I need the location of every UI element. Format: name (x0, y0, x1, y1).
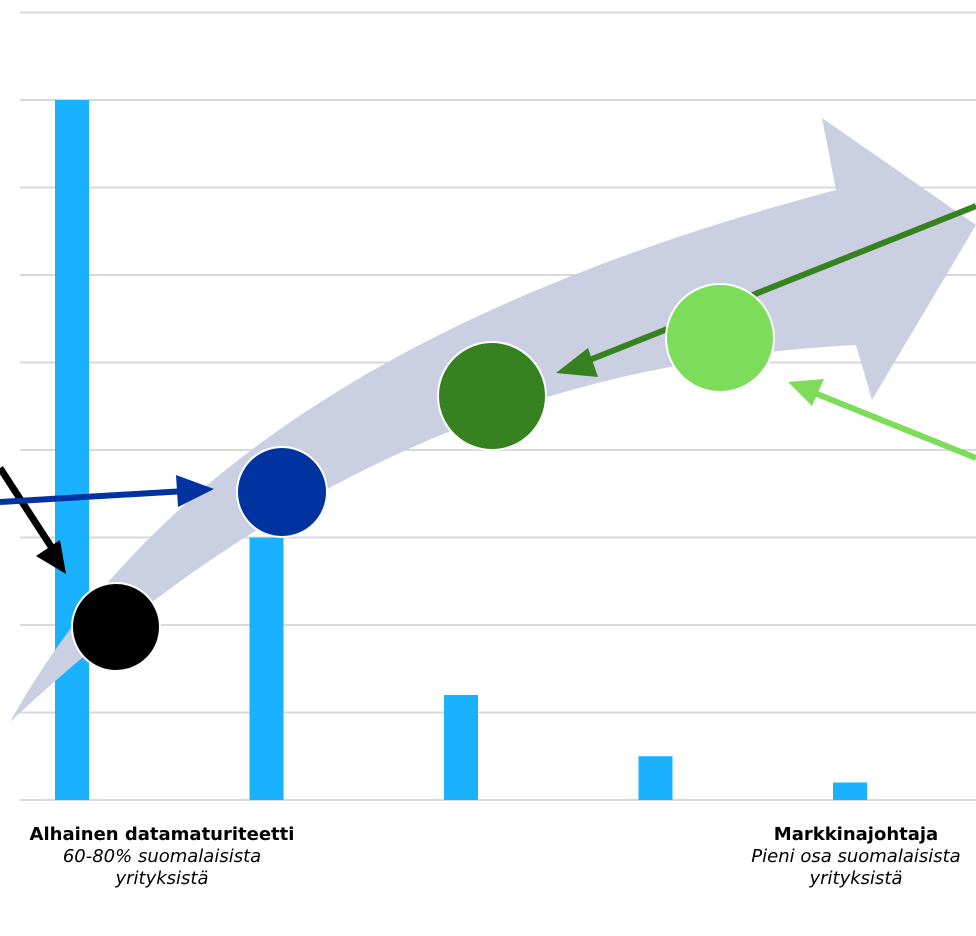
pointer-arrow-darkgreen (580, 203, 976, 366)
maturity-dot-black (71, 582, 161, 672)
category-label-title: Markkinajohtaja (773, 824, 939, 845)
pointer-arrowhead-lightgreen (788, 379, 824, 406)
maturity-dot-darkgreen (437, 341, 547, 451)
growth-arrow (10, 118, 976, 722)
maturity-dot-lightgreen (665, 283, 775, 393)
maturity-dot-darkblue (236, 446, 328, 538)
category-label-market-leader: Markkinajohtaja Pieni osa suomalaisista … (706, 824, 976, 890)
pointer-arrow-black (0, 466, 55, 550)
bar-1 (55, 100, 89, 800)
pointer-arrowhead-darkgreen (556, 348, 598, 377)
pointer-arrow-darkblue (0, 488, 187, 505)
bar-2 (249, 537, 284, 800)
bars (55, 100, 867, 800)
pointer-arrowhead-black (36, 540, 66, 574)
maturity-dots (71, 283, 775, 672)
category-label-subtitle: Pieni osa suomalaisista yrityksistä (751, 846, 961, 889)
bar-3 (444, 695, 478, 800)
bar-5 (833, 782, 867, 800)
category-label-title: Alhainen datamaturiteetti (29, 824, 295, 845)
bar-4 (638, 756, 673, 800)
category-label-low-maturity: Alhainen datamaturiteetti 60-80% suomala… (22, 824, 302, 890)
pointer-arrow-lightgreen (810, 389, 976, 461)
pointer-arrows (0, 203, 976, 574)
pointer-arrowhead-darkblue (176, 475, 214, 507)
category-label-subtitle: 60-80% suomalaisista yrityksistä (62, 846, 262, 889)
